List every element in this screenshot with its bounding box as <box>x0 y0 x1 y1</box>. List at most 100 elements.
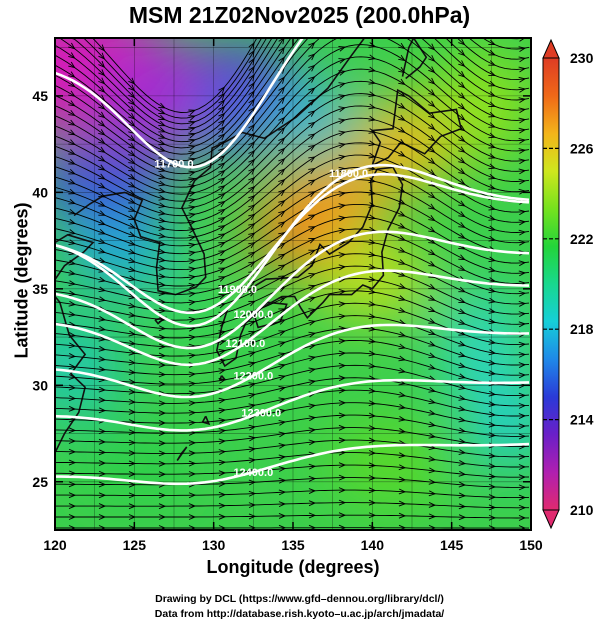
colorbar-scale <box>542 57 560 511</box>
credit-drawing: Drawing by DCL (https://www.gfd–dennou.o… <box>155 593 444 605</box>
streamline-arrow <box>188 492 197 499</box>
streamline-arrow <box>518 372 527 379</box>
streamline-arrow <box>428 409 437 416</box>
streamline-arrow <box>278 86 285 94</box>
streamline-arrow <box>368 387 377 394</box>
streamline-arrow <box>278 442 287 449</box>
streamline-arrow <box>68 15 76 23</box>
streamline-arrow <box>159 537 165 542</box>
streamline-arrow <box>368 140 377 147</box>
height-contour <box>55 442 530 486</box>
streamline-arrow <box>68 109 76 116</box>
streamline-arrow <box>428 203 436 210</box>
streamline-arrow <box>488 132 496 139</box>
streamline-arrow <box>488 494 497 501</box>
streamline-arrow <box>218 119 226 127</box>
streamline-arrow <box>98 325 107 332</box>
x-tick-label: 120 <box>43 537 67 553</box>
streamline-arrow <box>488 204 497 211</box>
streamline-arrow <box>518 127 527 134</box>
streamline-arrow <box>278 477 287 484</box>
streamline-arrow <box>248 204 256 211</box>
streamline-arrow <box>488 256 497 263</box>
streamline-arrow <box>68 188 76 195</box>
streamline-arrow <box>308 191 316 198</box>
streamline-arrow <box>308 144 316 152</box>
streamline-arrow <box>98 44 106 52</box>
streamline-arrow <box>68 42 76 50</box>
streamline-arrow <box>248 351 257 357</box>
streamline-arrow <box>458 308 466 314</box>
streamline-arrow <box>278 168 286 176</box>
streamline-arrow <box>368 251 377 258</box>
streamline-arrow <box>158 232 167 239</box>
streamline-arrow <box>518 290 527 297</box>
streamline-arrow <box>278 221 286 228</box>
streamline-arrow <box>68 149 76 155</box>
streamline-arrow <box>248 213 256 221</box>
streamline-arrow <box>98 210 106 216</box>
contour-labels: 11700.0 11800.0 11900.0 12000.0 12100.0 12200… <box>154 158 368 479</box>
streamline-arrow <box>458 319 466 325</box>
streamline-arrow <box>128 214 136 221</box>
streamline-arrow <box>188 440 197 446</box>
streamline-arrow <box>188 219 197 226</box>
streamline-arrow <box>279 7 286 15</box>
streamline-arrow <box>368 487 377 494</box>
streamline-arrow <box>398 42 406 50</box>
streamline-arrow <box>308 226 316 232</box>
streamline-arrow <box>158 114 166 121</box>
streamline-arrow <box>398 7 406 15</box>
streamline-arrow <box>248 502 257 509</box>
streamline-arrow <box>428 502 437 508</box>
streamline-arrow <box>428 21 436 29</box>
streamline-arrow <box>428 341 436 347</box>
streamline-arrow <box>128 84 136 92</box>
streamline-arrow <box>68 229 77 235</box>
streamline-arrow <box>398 367 407 374</box>
streamline-arrow <box>398 126 406 133</box>
streamline-arrow <box>338 288 347 295</box>
streamline-arrow <box>488 421 497 428</box>
streamline-arrow <box>68 405 77 412</box>
streamline-arrow <box>518 504 527 511</box>
streamline-arrow <box>158 126 166 133</box>
streamline-arrow <box>278 352 287 359</box>
streamline-arrow <box>248 392 257 399</box>
streamline-arrow <box>398 222 406 229</box>
streamline-arrow <box>98 129 106 136</box>
streamline-arrow <box>398 138 406 145</box>
streamline-arrow <box>338 142 347 149</box>
streamline-arrow <box>428 364 437 370</box>
streamline-arrow <box>488 452 497 459</box>
streamline-arrow <box>428 43 436 51</box>
streamline-arrow <box>488 287 497 294</box>
streamline-arrow <box>308 439 317 446</box>
streamline-arrow <box>488 30 495 37</box>
streamline-arrow <box>248 361 257 368</box>
streamline-arrow <box>69 537 75 542</box>
streamline-arrow <box>488 111 496 118</box>
streamline-arrow <box>249 537 255 542</box>
streamline-arrow <box>308 296 317 303</box>
streamline-arrow <box>338 130 347 137</box>
streamline-arrow <box>248 232 256 239</box>
streamline-arrow <box>428 77 436 85</box>
x-tick-label: 130 <box>202 537 226 553</box>
streamline-arrow <box>278 189 286 197</box>
streamline-arrow <box>338 154 347 161</box>
streamline-arrow <box>98 386 107 393</box>
streamline-arrow <box>128 409 137 415</box>
streamline-arrow <box>68 100 76 107</box>
streamline-arrow <box>398 0 406 3</box>
streamline-arrow <box>158 166 167 173</box>
streamline-arrow <box>98 257 107 264</box>
streamline-arrow <box>128 471 137 477</box>
streamline-arrow <box>218 267 226 274</box>
streamline-arrow <box>488 173 497 180</box>
streamline-arrow <box>368 152 377 159</box>
streamline-arrow <box>518 229 527 236</box>
streamline-arrow <box>458 362 467 369</box>
streamline-arrow <box>188 334 197 341</box>
